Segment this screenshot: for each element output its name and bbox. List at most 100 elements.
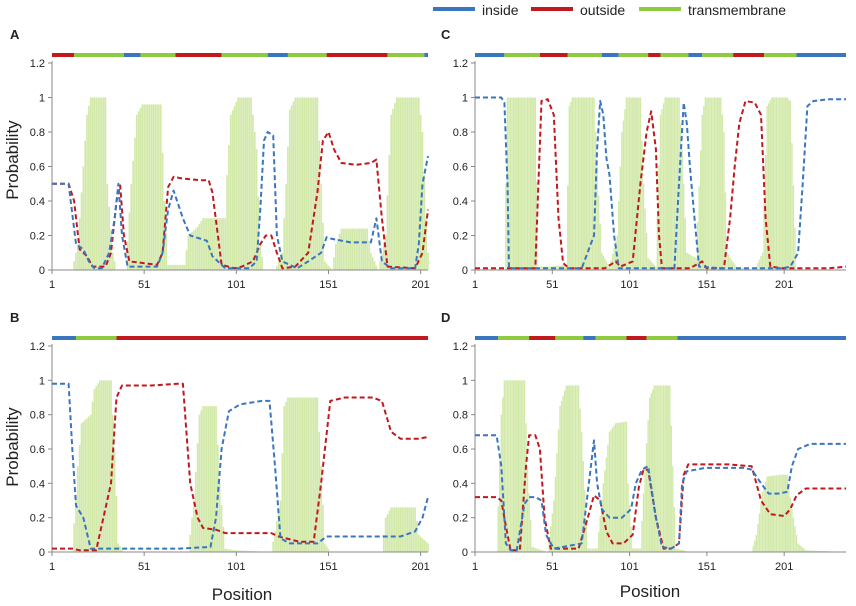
tm-bar — [405, 97, 407, 270]
tm-bar — [692, 256, 694, 270]
tm-bar — [766, 106, 768, 270]
y-tick-label: 0.4 — [30, 478, 45, 490]
tm-bar — [296, 97, 298, 270]
tm-bar — [522, 97, 524, 270]
tm-bar — [713, 97, 716, 270]
tm-bar — [557, 429, 560, 552]
tm-bar — [794, 526, 796, 552]
tm-bar — [91, 401, 94, 552]
topology-segment-outside — [733, 53, 765, 57]
tm-bar — [819, 550, 821, 552]
tm-bar — [130, 183, 133, 270]
y-tick-label: 0 — [39, 265, 45, 277]
tm-bar — [241, 97, 243, 270]
tm-bar — [673, 507, 676, 552]
tm-bar — [656, 385, 659, 552]
tm-bar — [627, 97, 629, 270]
tm-bar — [533, 547, 535, 552]
tm-bar — [499, 460, 501, 552]
tm-bar — [222, 218, 225, 270]
tm-bar — [709, 97, 711, 270]
tm-bar — [200, 221, 203, 270]
tm-bar — [395, 507, 398, 552]
tm-bar — [417, 534, 420, 552]
tm-bar — [362, 228, 365, 270]
tm-bar — [682, 183, 685, 270]
tm-bar — [88, 416, 90, 552]
tm-bar — [152, 104, 155, 271]
tm-bar — [772, 97, 775, 270]
x-tick-label: 51 — [546, 561, 558, 573]
tm-bar — [161, 152, 164, 270]
tm-bar — [664, 97, 666, 270]
tm-bar — [93, 97, 96, 270]
tm-bar — [427, 252, 429, 270]
tm-bar — [325, 546, 328, 552]
tm-bar — [676, 548, 679, 552]
tm-bar — [531, 546, 533, 552]
tm-bar — [323, 543, 326, 552]
tm-bar — [689, 254, 691, 270]
tm-bar — [141, 104, 144, 271]
tm-bar — [288, 109, 291, 270]
y-tick-label: 0.6 — [30, 162, 45, 174]
tm-bar — [322, 504, 324, 552]
tm-bar — [741, 267, 744, 270]
topology-segment-outside — [626, 336, 647, 340]
tm-bar — [511, 380, 513, 552]
tm-bar — [758, 259, 761, 270]
y-tick-label: 0.6 — [30, 444, 45, 456]
topology-segment-transmembrane — [387, 53, 425, 57]
tm-bar — [307, 97, 310, 270]
tm-bar — [565, 385, 567, 552]
x-tick-label: 101 — [620, 279, 638, 291]
tm-bar — [505, 183, 507, 270]
tm-bar — [662, 385, 665, 552]
y-tick-label: 0.2 — [453, 513, 468, 525]
tm-bar — [582, 461, 584, 552]
tm-bar — [771, 97, 773, 270]
topology-segment-inside — [475, 53, 505, 57]
tm-bar — [86, 418, 88, 552]
tm-bar — [684, 218, 686, 270]
tm-bar — [135, 114, 138, 270]
tm-bar — [104, 380, 107, 552]
topology-segment-transmembrane — [555, 336, 584, 340]
x-tick-label: 51 — [138, 279, 150, 291]
tm-bar — [795, 534, 798, 552]
tm-bar — [172, 264, 175, 270]
x-tick-label: 1 — [49, 561, 55, 573]
panel-letter-a: A — [10, 27, 20, 42]
tm-bar — [556, 453, 558, 552]
tm-bar — [517, 97, 519, 270]
tm-bar — [323, 261, 326, 270]
tm-bar — [248, 97, 251, 270]
tm-bar — [218, 483, 221, 552]
tm-bar — [382, 244, 385, 270]
tm-bar — [78, 218, 81, 270]
topology-segment-transmembrane — [702, 53, 734, 57]
tm-bar — [239, 550, 241, 552]
tm-bar — [410, 507, 413, 552]
topology-segment-outside — [648, 53, 661, 57]
tm-bar — [647, 257, 649, 270]
tm-bar — [777, 97, 779, 270]
tm-bar — [193, 500, 195, 552]
tm-bar — [523, 97, 526, 270]
tm-bar — [340, 228, 343, 270]
tm-bar — [505, 380, 507, 552]
tm-bar — [576, 97, 578, 270]
tm-bar — [228, 144, 230, 270]
tm-bar — [358, 228, 361, 270]
tm-bar — [764, 155, 767, 270]
tm-bar — [401, 507, 404, 552]
tm-bar — [198, 414, 201, 552]
tm-bar — [506, 380, 509, 552]
tm-bar — [755, 534, 758, 552]
x-tick-label: 201 — [775, 279, 793, 291]
tm-bar — [630, 526, 632, 552]
tm-bar — [508, 97, 510, 270]
tm-bar — [375, 265, 378, 270]
tm-bar — [242, 97, 245, 270]
tm-bar — [607, 263, 609, 270]
